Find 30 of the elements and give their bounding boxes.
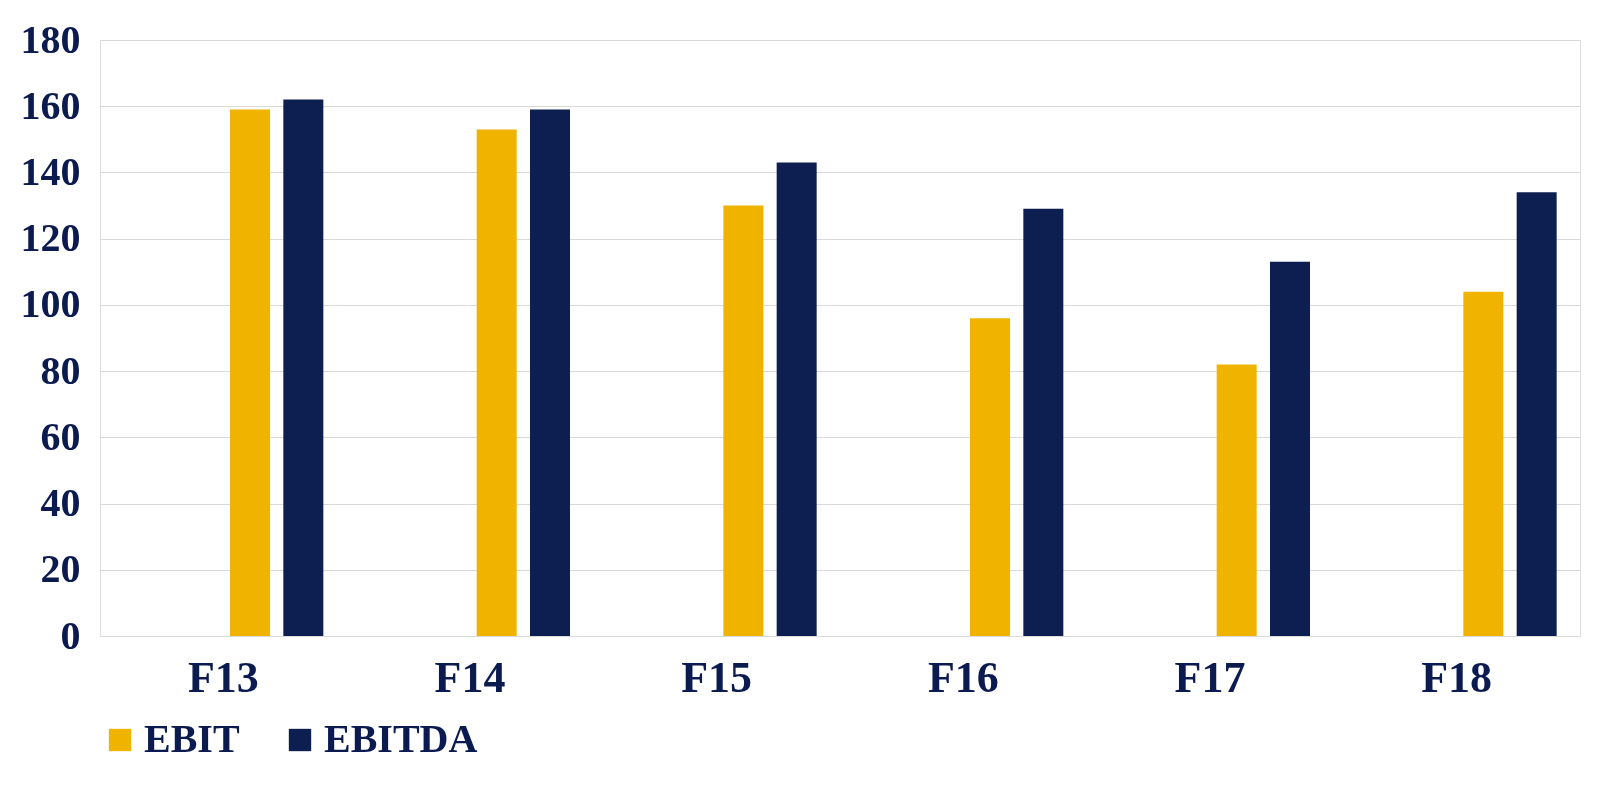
bar bbox=[283, 99, 324, 636]
bar bbox=[970, 318, 1010, 636]
y-tick-label: 100 bbox=[20, 281, 81, 327]
y-tick-label: 60 bbox=[40, 413, 81, 459]
bar bbox=[1023, 208, 1064, 636]
x-tick-label: F15 bbox=[681, 652, 753, 702]
legend-label: EBITDA bbox=[324, 716, 478, 761]
y-tick-label: 40 bbox=[40, 480, 81, 526]
bar bbox=[1216, 364, 1257, 636]
bar bbox=[530, 109, 570, 636]
x-tick-label: F18 bbox=[1421, 652, 1493, 702]
x-tick-label: F13 bbox=[187, 652, 259, 702]
y-tick-label: 180 bbox=[20, 16, 81, 62]
bar bbox=[723, 205, 764, 636]
y-tick-label: 0 bbox=[60, 612, 81, 658]
y-tick-label: 20 bbox=[40, 546, 81, 592]
y-tick-label: 120 bbox=[20, 215, 81, 261]
x-tick-label: F17 bbox=[1174, 652, 1246, 702]
bar bbox=[1270, 261, 1310, 636]
y-tick-label: 80 bbox=[40, 347, 81, 393]
bar bbox=[1463, 291, 1504, 636]
x-tick-label: F14 bbox=[434, 652, 506, 702]
y-tick-label: 160 bbox=[20, 82, 81, 128]
bar bbox=[230, 109, 270, 636]
bar bbox=[776, 162, 817, 636]
x-tick-label: F16 bbox=[927, 652, 999, 702]
bar bbox=[476, 129, 517, 636]
legend-label: EBIT bbox=[144, 716, 240, 761]
bar bbox=[1516, 192, 1557, 636]
y-tick-label: 140 bbox=[20, 148, 81, 194]
